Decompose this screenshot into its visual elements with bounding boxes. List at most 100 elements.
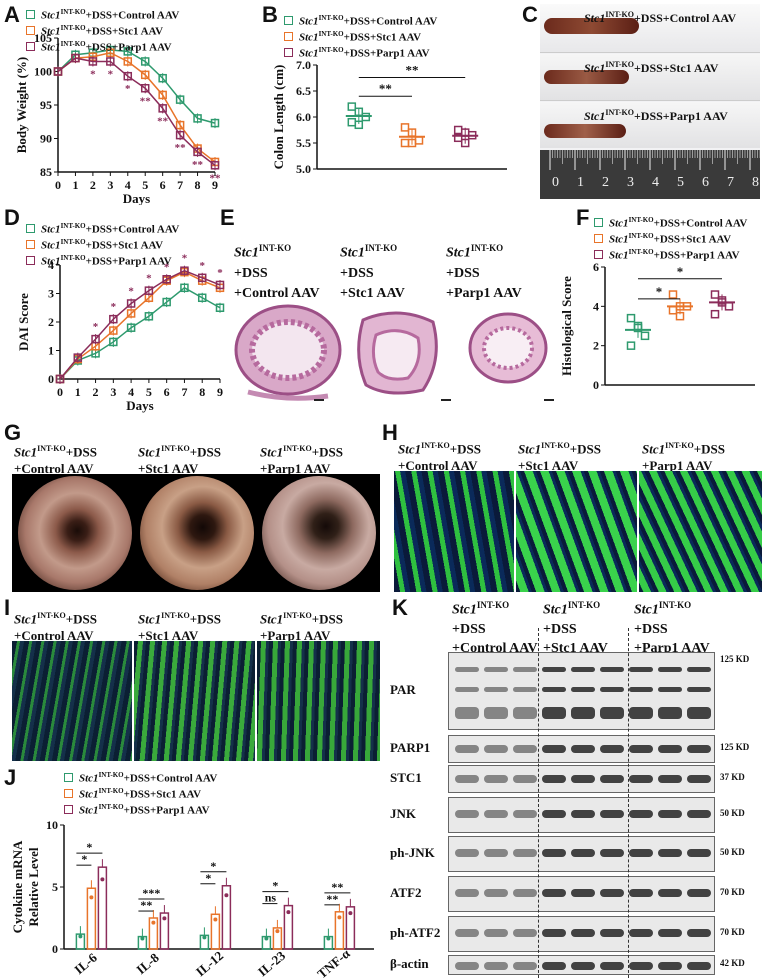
blot-band (687, 745, 711, 754)
gene-name: Stc1 (41, 239, 61, 252)
blot-band (513, 848, 537, 857)
blot-band (542, 775, 566, 784)
data-point (213, 917, 218, 922)
data-point (144, 312, 154, 321)
legend-entry: Stc1INT-KO+DSS+Parp1 AAV (26, 36, 172, 57)
sig-label: * (272, 879, 278, 893)
data-point (123, 57, 133, 66)
panel-label-f: F (576, 205, 590, 230)
fluorescence-h (394, 471, 762, 592)
cond-text: +DSS+Parp1 AAV (633, 109, 728, 123)
blot-band (658, 707, 682, 719)
legend-entry: Stc1INT-KO+DSS+Parp1 AAV (284, 42, 430, 63)
legend-entry: Stc1INT-KO+DSS+Parp1 AAV (26, 250, 172, 271)
blot-band (658, 775, 682, 784)
blot-band (542, 687, 566, 692)
histology-control (234, 304, 342, 401)
legend-swatch (26, 239, 35, 249)
data-point (175, 130, 185, 140)
blot-band (542, 745, 566, 754)
blot-band (629, 775, 653, 784)
gene-sup: INT-KO (605, 108, 634, 117)
y-tick-label: 7.0 (296, 58, 311, 72)
legend-entry: Stc1INT-KO+DSS+Parp1 AAV (64, 799, 210, 820)
legend-entry: Stc1INT-KO+DSS+Control AAV (594, 212, 747, 233)
x-tick-label: 6 (164, 385, 170, 399)
blot-size: 125 KD (720, 742, 750, 752)
sig-asterisk: * (90, 68, 96, 80)
cond-aav: +Control AAV (452, 640, 538, 656)
colon-photo-stc1: Stc1INT-KO+DSS+Stc1 AAV (540, 54, 760, 101)
gene-name: Stc1 (518, 441, 542, 457)
lane-divider (628, 628, 629, 978)
blot-band (658, 745, 682, 754)
gene-sup: INT-KO (628, 232, 654, 240)
panel-label-j: J (4, 765, 17, 790)
x-tick-label: 3 (107, 178, 113, 192)
panel-label-i: I (4, 595, 11, 620)
fluor-i-parp1 (257, 641, 380, 761)
blot-row (448, 652, 715, 730)
gene-sup: INT-KO (37, 611, 66, 620)
data-point (162, 916, 167, 921)
gene-name: Stc1 (14, 611, 38, 627)
blot-band (658, 809, 682, 818)
blot-band (484, 888, 508, 897)
blot-row (448, 836, 715, 872)
blot-band (687, 928, 711, 937)
cond-aav: +Control AAV (398, 458, 478, 474)
legend-swatch (64, 804, 73, 814)
panel-label-k: K (392, 595, 408, 620)
blot-band (600, 775, 624, 784)
gene-name: Stc1 (79, 804, 99, 817)
data-point (348, 911, 353, 916)
gene-sup: INT-KO (658, 600, 692, 610)
gene-name: Stc1 (260, 444, 284, 460)
gene-name: Stc1 (398, 441, 422, 457)
gene-name: Stc1 (452, 602, 477, 618)
data-point (264, 936, 269, 941)
legend-swatch (64, 788, 73, 798)
chart-a: 85 90 95 100 105 0 1 2 3 4 5 6 7 8 9 Days Body Weight (%… (14, 31, 221, 205)
legend-swatch (26, 25, 35, 35)
blot-band (455, 745, 479, 754)
data-point (126, 309, 136, 318)
histology-stc1 (357, 311, 438, 395)
data-point (140, 936, 145, 941)
ruler: 0 1 2 3 4 5 6 7 8 (540, 150, 760, 199)
data-point (197, 293, 207, 303)
y-axis-title: Relative Level (26, 847, 41, 926)
data-point (224, 893, 229, 898)
blot-band (455, 962, 479, 971)
blot-band (571, 848, 595, 857)
data-point (106, 57, 115, 66)
legend-swatch (26, 9, 35, 19)
blot-label: β-actin (390, 956, 429, 971)
gene-name: Stc1 (41, 41, 61, 54)
cond-dss: +DSS (446, 265, 480, 281)
cond-dss: +DSS (65, 444, 97, 460)
data-point (326, 936, 331, 941)
blot-band (513, 775, 537, 784)
legend-text: +DSS+Parp1 AAV (653, 249, 740, 262)
ruler-number: 8 (752, 175, 759, 190)
panel-label-a: A (4, 2, 20, 27)
x-tick-label: TNF-α (314, 945, 353, 979)
data-point (91, 334, 100, 344)
gene-name: Stc1 (41, 223, 61, 236)
blot-band (571, 775, 595, 784)
bar (97, 866, 108, 950)
cond-dss: +DSS (452, 621, 486, 637)
legend-swatch (26, 41, 35, 51)
data-point (78, 934, 83, 939)
x-tick-label: IL-6 (71, 950, 100, 978)
data-point (88, 57, 98, 66)
chart-f: 0 2 4 6 Histological Score * * (560, 260, 755, 392)
gene-name: Stc1 (299, 31, 319, 44)
blot-row (448, 955, 715, 975)
y-axis-title: Cytokine mRNA (10, 840, 25, 933)
blot-band (513, 888, 537, 897)
x-axis-title: Days (126, 398, 153, 413)
blot-band (629, 928, 653, 937)
